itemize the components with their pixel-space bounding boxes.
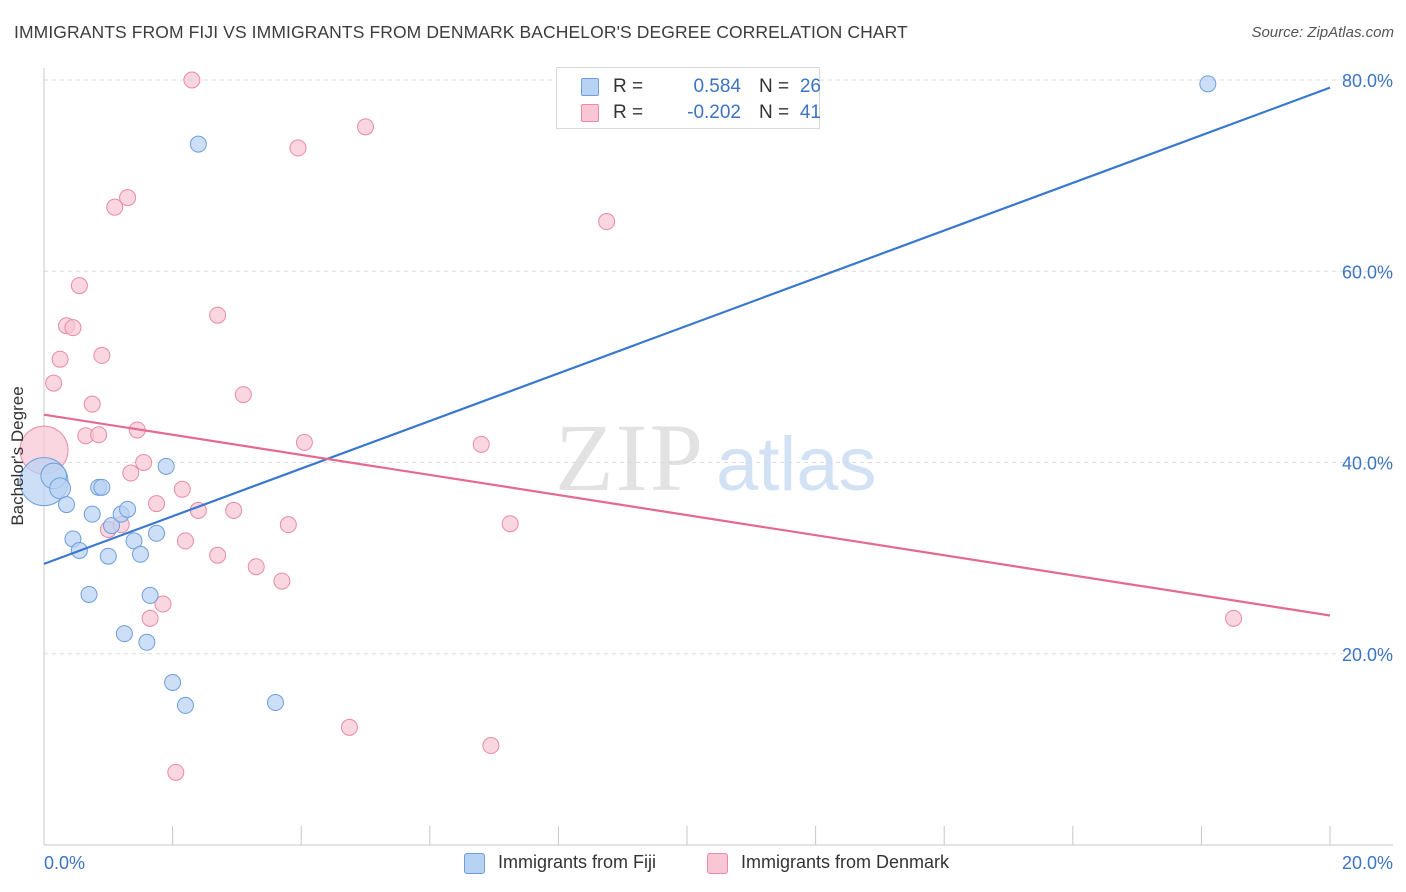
legend-fiji-n: 26 bbox=[799, 76, 821, 97]
y-axis-label: Bachelor's Degree bbox=[8, 386, 27, 526]
denmark-point bbox=[83, 395, 101, 413]
fiji-trend-line bbox=[43, 86, 1331, 565]
denmark-point bbox=[340, 718, 358, 736]
denmark-legend-label: Immigrants from Denmark bbox=[741, 852, 950, 872]
fiji-point bbox=[99, 547, 117, 565]
fiji-point bbox=[103, 517, 121, 535]
denmark-point bbox=[482, 737, 500, 755]
denmark-point bbox=[234, 386, 252, 404]
legend-denmark-r: -0.202 bbox=[687, 102, 741, 123]
legend-r-label: R = bbox=[613, 102, 644, 123]
denmark-point bbox=[70, 277, 88, 295]
legend-denmark-n: 41 bbox=[799, 102, 821, 123]
fiji-point bbox=[1199, 75, 1217, 93]
fiji-point bbox=[176, 696, 194, 714]
denmark-point bbox=[279, 516, 297, 534]
denmark-point bbox=[64, 319, 82, 337]
denmark-point bbox=[141, 609, 159, 627]
fiji-point bbox=[115, 625, 133, 643]
denmark-point bbox=[106, 198, 124, 216]
y-tick-label: 60.0% bbox=[1342, 262, 1393, 282]
denmark-point bbox=[273, 572, 291, 590]
denmark-point bbox=[472, 435, 490, 453]
x-tick-label-min: 0.0% bbox=[44, 853, 85, 873]
denmark-point bbox=[122, 464, 140, 482]
legend-fiji-r: 0.584 bbox=[693, 76, 741, 97]
denmark-point bbox=[148, 495, 166, 513]
fiji-points bbox=[19, 75, 1217, 714]
denmark-point bbox=[90, 426, 108, 444]
y-tick-label: 80.0% bbox=[1342, 71, 1393, 91]
fiji-point bbox=[138, 633, 156, 651]
fiji-point bbox=[80, 585, 98, 603]
denmark-point bbox=[51, 350, 69, 368]
fiji-point bbox=[141, 586, 159, 604]
x-tick-label-max: 20.0% bbox=[1342, 853, 1393, 873]
fiji-swatch bbox=[581, 78, 599, 96]
denmark-swatch bbox=[581, 104, 599, 122]
denmark-point bbox=[501, 515, 519, 533]
fiji-point bbox=[83, 505, 101, 523]
denmark-point bbox=[176, 532, 194, 550]
denmark-point bbox=[135, 454, 153, 471]
fiji-point bbox=[164, 673, 182, 691]
fiji-legend-label: Immigrants from Fiji bbox=[498, 852, 657, 872]
denmark-points bbox=[19, 71, 1243, 781]
denmark-point bbox=[247, 558, 265, 576]
fiji-point bbox=[119, 500, 137, 518]
fiji-point bbox=[58, 496, 76, 514]
denmark-point bbox=[598, 213, 616, 231]
trend-lines bbox=[43, 86, 1331, 617]
fiji-legend-swatch bbox=[464, 853, 485, 874]
y-tick-label: 40.0% bbox=[1342, 454, 1393, 474]
fiji-point bbox=[93, 478, 111, 496]
source-label: Source: ZipAtlas.com bbox=[1251, 24, 1394, 41]
denmark-point bbox=[173, 480, 191, 498]
denmark-point bbox=[357, 118, 374, 136]
fiji-point bbox=[131, 545, 149, 563]
legend-n-label: N = bbox=[759, 76, 790, 97]
watermark: ZIP atlas bbox=[555, 404, 877, 511]
denmark-point bbox=[183, 71, 201, 89]
fiji-point bbox=[49, 477, 71, 500]
fiji-point bbox=[148, 524, 166, 542]
denmark-point bbox=[209, 306, 227, 324]
denmark-point bbox=[45, 374, 63, 392]
denmark-point bbox=[289, 139, 307, 157]
grid-lines bbox=[44, 79, 1393, 655]
fiji-point bbox=[157, 457, 175, 475]
denmark-point bbox=[119, 189, 137, 207]
fiji-point bbox=[266, 694, 284, 712]
denmark-point bbox=[1225, 609, 1243, 627]
denmark-trend-line bbox=[43, 413, 1331, 617]
denmark-point bbox=[154, 595, 172, 613]
denmark-point bbox=[93, 346, 111, 364]
denmark-point bbox=[225, 501, 243, 519]
tick-labels: 20.0% 40.0% 60.0% 80.0% 0.0% 20.0% bbox=[44, 71, 1393, 873]
watermark-zip: ZIP bbox=[555, 404, 705, 511]
denmark-point bbox=[167, 763, 185, 781]
watermark-atlas: atlas bbox=[716, 422, 877, 507]
denmark-point bbox=[209, 546, 227, 564]
legend-n-label: N = bbox=[759, 102, 790, 123]
denmark-legend-swatch bbox=[707, 853, 728, 874]
legend-r-label: R = bbox=[613, 76, 644, 97]
fiji-point bbox=[189, 135, 207, 153]
y-tick-label: 20.0% bbox=[1342, 645, 1393, 665]
correlation-legend: R = 0.584 N = 26 R = -0.202 N = 41 bbox=[556, 67, 821, 129]
denmark-point bbox=[295, 433, 313, 451]
chart-title: IMMIGRANTS FROM FIJI VS IMMIGRANTS FROM … bbox=[14, 22, 908, 42]
